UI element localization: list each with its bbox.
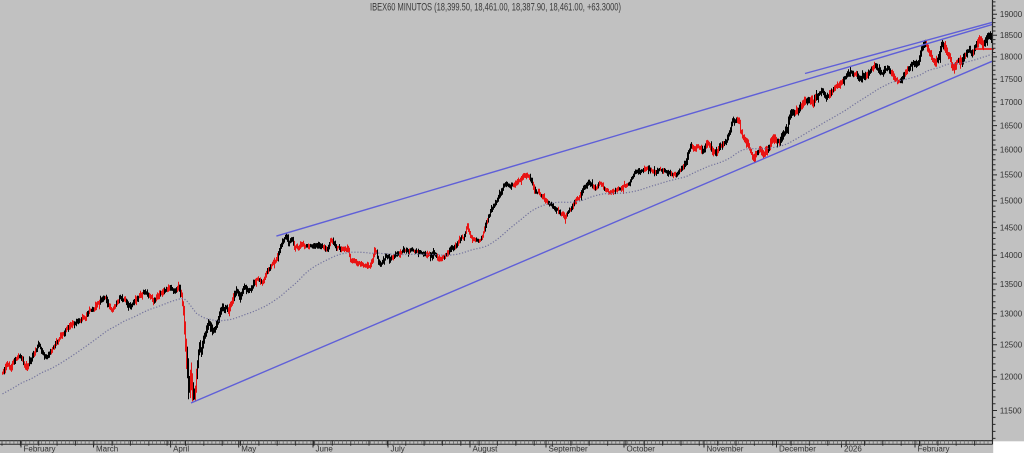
svg-text:September: September bbox=[549, 445, 588, 453]
svg-text:15000: 15000 bbox=[1000, 197, 1023, 206]
svg-text:18000: 18000 bbox=[1000, 53, 1023, 62]
svg-text:August: August bbox=[473, 445, 499, 453]
svg-text:14000: 14000 bbox=[1000, 251, 1023, 260]
svg-text:11500: 11500 bbox=[1000, 406, 1022, 415]
svg-text:June: June bbox=[316, 445, 334, 453]
svg-text:13000: 13000 bbox=[1000, 310, 1023, 319]
svg-text:IBEX60 MINUTOS (18,399.50, 18,: IBEX60 MINUTOS (18,399.50, 18,461.00, 18… bbox=[370, 1, 621, 13]
svg-text:February: February bbox=[918, 445, 950, 453]
svg-text:July: July bbox=[391, 445, 405, 453]
svg-text:18500: 18500 bbox=[1000, 31, 1023, 40]
svg-text:December: December bbox=[779, 445, 816, 453]
svg-text:May: May bbox=[241, 445, 256, 453]
svg-text:17500: 17500 bbox=[1000, 75, 1023, 84]
svg-text:12000: 12000 bbox=[1000, 373, 1023, 382]
svg-text:12500: 12500 bbox=[1000, 341, 1023, 350]
svg-text:February: February bbox=[24, 445, 56, 453]
svg-text:October: October bbox=[627, 445, 656, 453]
svg-text:16000: 16000 bbox=[1000, 146, 1023, 155]
svg-text:13500: 13500 bbox=[1000, 280, 1023, 289]
svg-text:April: April bbox=[173, 445, 189, 453]
svg-text:19000: 19000 bbox=[1000, 10, 1023, 19]
svg-text:15500: 15500 bbox=[1000, 171, 1023, 180]
svg-text:2026: 2026 bbox=[844, 445, 862, 453]
svg-text:14500: 14500 bbox=[1000, 223, 1023, 232]
svg-text:17000: 17000 bbox=[1000, 98, 1023, 107]
svg-text:16500: 16500 bbox=[1000, 121, 1023, 130]
svg-text:March: March bbox=[96, 445, 118, 453]
svg-text:November: November bbox=[707, 445, 744, 453]
